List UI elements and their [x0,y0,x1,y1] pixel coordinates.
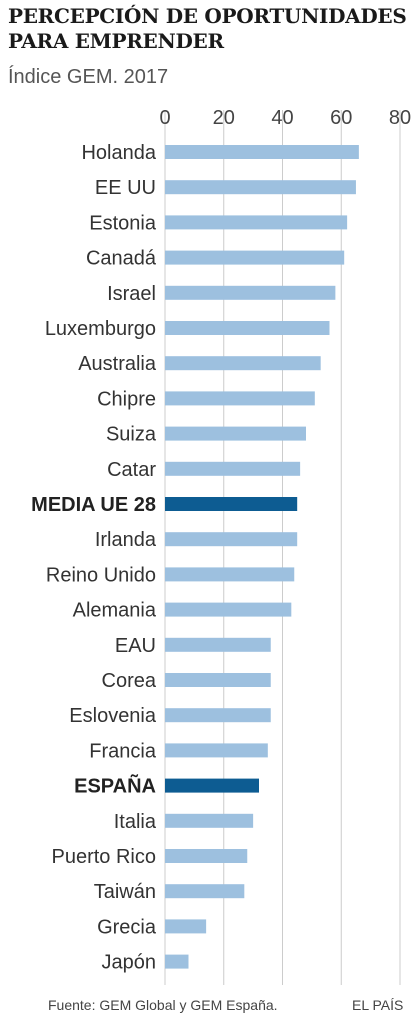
category-label: Taiwán [94,881,156,903]
category-label: Grecia [97,916,157,938]
bar [165,849,248,863]
category-label: Catar [107,459,156,481]
x-tick-label: 60 [330,107,352,129]
x-tick-label: 20 [213,107,235,129]
chart-title: PERCEPCIÓN DE OPORTUNIDADES PARA EMPREND… [8,4,407,53]
source-note: Fuente: GEM Global y GEM España. [48,997,278,1013]
bar [165,497,298,511]
bar [165,215,348,230]
x-tick-label: 40 [271,107,293,129]
bar [165,391,315,406]
bar [165,461,301,476]
x-tick-label: 80 [389,107,411,129]
category-label: Italia [114,811,157,833]
brand-label: EL PAÍS [352,997,404,1013]
category-label: Estonia [89,212,157,234]
bar [165,145,359,159]
bar [165,356,321,371]
category-label: Alemania [73,600,157,622]
category-label: Chipre [97,388,156,410]
bar [165,778,259,793]
category-label: Australia [78,353,157,375]
bar [165,708,271,723]
category-label: Canadá [86,248,157,270]
category-label: Luxemburgo [45,318,156,340]
category-label: Reino Unido [46,564,156,586]
bar [165,321,330,335]
bar [165,637,271,652]
bar [165,532,298,547]
category-label: Japón [102,952,157,974]
bar [165,884,245,899]
x-tick-label: 0 [159,107,170,129]
category-label: Francia [89,740,157,762]
bar [165,426,306,441]
chart-subtitle: Índice GEM. 2017 [8,66,169,88]
bar [165,813,254,828]
category-label: EE UU [95,177,156,199]
category-label: ESPAÑA [74,775,156,798]
category-label: Puerto Rico [52,846,157,868]
category-label: EAU [115,635,156,657]
bar [165,954,189,969]
bar [165,250,345,265]
category-label: Eslovenia [69,705,157,727]
category-label: Israel [107,283,156,305]
bar [165,602,292,617]
bar [165,673,271,687]
bar [165,180,356,195]
category-label: Irlanda [95,529,157,551]
bar [165,919,207,934]
bar [165,743,268,758]
category-label: Holanda [81,142,156,164]
category-label: Suiza [106,424,157,446]
bar [165,285,336,300]
bar [165,567,295,582]
category-label: MEDIA UE 28 [31,494,156,516]
category-label: Corea [102,670,157,692]
